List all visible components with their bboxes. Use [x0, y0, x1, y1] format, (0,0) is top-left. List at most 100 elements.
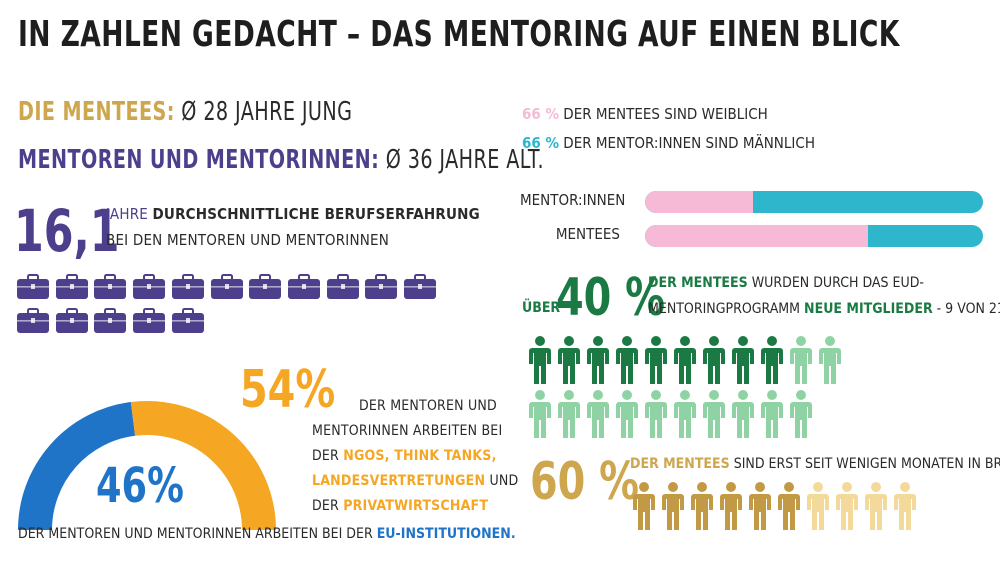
person-icon [691, 482, 713, 530]
gender-bar-mentors [645, 191, 983, 213]
sector-other-line-3a: DER [312, 448, 340, 464]
person-icon [790, 390, 812, 438]
sector-privatwirtschaft: PRIVATWIRTSCHAFT [343, 498, 489, 514]
new-members-pct: 40 % [556, 268, 666, 328]
briefcase-icon [171, 274, 204, 299]
person-icon [633, 482, 655, 530]
experience-desc: DURCHSCHNITTLICHE BERUFSERFAHRUNG [152, 205, 480, 223]
new-members-mentees: DER MENTEES [648, 275, 748, 291]
person-icon [674, 390, 696, 438]
sector-other-line-1: DER MENTOREN UND [359, 398, 497, 414]
mentors-age-label: MENTOREN UND MENTORINNEN: [18, 145, 380, 175]
new-members-prefix: ÜBER [522, 300, 561, 316]
brussels-people [633, 482, 916, 530]
person-icon [587, 390, 609, 438]
sector-eu-institutionen: EU-INSTITUTIONEN. [376, 526, 516, 542]
mentees-age-value: Ø 28 JAHRE JUNG [181, 97, 353, 127]
briefcase-icon [133, 308, 166, 333]
mentees-age-label: DIE MENTEES: [18, 97, 175, 127]
sector-other-line-3: DER NGOS, THINK TANKS, [312, 448, 497, 464]
person-icon [703, 336, 725, 384]
new-members-text-1: WURDEN DURCH DAS EUD- [751, 275, 924, 291]
experience-value: 16,1 [14, 197, 120, 265]
person-icon [703, 390, 725, 438]
new-members-line-1: DER MENTEES WURDEN DURCH DAS EUD- [648, 275, 924, 291]
person-icon [662, 482, 684, 530]
person-icon [836, 482, 858, 530]
person-icon [732, 336, 754, 384]
person-icon [616, 390, 638, 438]
briefcase-icon [210, 274, 243, 299]
sector-eu-line: DER MENTOREN UND MENTORINNEN ARBEITEN BE… [18, 526, 516, 542]
briefcase-icon [249, 274, 282, 299]
gender-stat-mentees: 66 % DER MENTEES SIND WEIBLICH [522, 105, 768, 123]
sector-ngos: NGOS, THINK TANKS, [343, 448, 497, 464]
person-icon [645, 336, 667, 384]
briefcase-icon [17, 308, 49, 333]
briefcase-icon [404, 274, 436, 299]
person-icon [732, 390, 754, 438]
gender-bar-label-mentors: MENTOR:INNEN [520, 191, 626, 209]
briefcase-icon [326, 274, 359, 299]
gender-bar-mentees-female [645, 225, 869, 247]
briefcase-icon [133, 274, 166, 299]
person-icon [645, 390, 667, 438]
person-icon [761, 336, 783, 384]
person-icon [865, 482, 887, 530]
gauge-other-segment [130, 401, 276, 531]
mentees-age-stat: DIE MENTEES: Ø 28 JAHRE JUNG [18, 97, 352, 127]
gender-mentees-text: DER MENTEES SIND WEIBLICH [563, 105, 768, 123]
person-icon [778, 482, 800, 530]
mentors-age-stat: MENTOREN UND MENTORINNEN: Ø 36 JAHRE ALT… [18, 145, 544, 175]
mentors-age-value: Ø 36 JAHRE ALT. [385, 145, 545, 175]
briefcase-icon [55, 274, 88, 299]
gender-mentors-pct: 66 % [522, 134, 559, 152]
sector-eu-pct: 46% [96, 458, 184, 514]
gauge-eu-segment [18, 402, 136, 531]
gender-mentees-pct: 66 % [522, 105, 559, 123]
experience-line-2: BEI DEN MENTOREN UND MENTORINNEN [106, 231, 390, 249]
experience-unit: JAHRE [106, 205, 148, 223]
person-icon [819, 336, 841, 384]
sector-other-line-4b: UND [489, 473, 519, 489]
sector-gauge [18, 401, 276, 531]
person-icon [720, 482, 742, 530]
sector-eu-text: DER MENTOREN UND MENTORINNEN ARBEITEN BE… [18, 526, 373, 542]
person-icon [529, 336, 551, 384]
person-icon [807, 482, 829, 530]
person-icon [761, 390, 783, 438]
brussels-mentees: DER MENTEES [630, 456, 730, 472]
person-icon [749, 482, 771, 530]
new-members-highlight: NEUE MITGLIEDER [804, 301, 933, 317]
sector-other-line-5a: DER [312, 498, 340, 514]
person-icon [894, 482, 916, 530]
gender-mentors-text: DER MENTOR:INNEN SIND MÄNNLICH [563, 134, 815, 152]
gender-bar-label-mentees: MENTEES [555, 225, 620, 243]
briefcase-icon [94, 308, 127, 333]
person-icon [558, 390, 580, 438]
sector-other-line-2: MENTORINNEN ARBEITEN BEI [312, 423, 503, 439]
new-members-people [529, 336, 841, 438]
person-icon [587, 336, 609, 384]
briefcase-icon [55, 308, 88, 333]
sector-other-line-5: DER PRIVATWIRTSCHAFT [312, 498, 488, 514]
person-icon [616, 336, 638, 384]
new-members-count: - 9 VON 21 [936, 301, 1000, 317]
brussels-pct: 60 % [530, 452, 640, 512]
gender-bar-mentees [645, 225, 983, 247]
briefcase-icon [171, 308, 204, 333]
sector-other-line-4: LANDESVERTRETUNGEN UND [312, 473, 518, 489]
person-icon [558, 336, 580, 384]
briefcase-icon [287, 274, 320, 299]
sector-other-pct: 54% [240, 360, 336, 420]
new-members-line-2: MENTORINGPROGRAMM NEUE MITGLIEDER - 9 VO… [648, 301, 1000, 317]
new-members-text-2: MENTORINGPROGRAMM [648, 301, 801, 317]
sector-landesvertretungen: LANDESVERTRETUNGEN [312, 473, 486, 489]
person-icon [790, 336, 812, 384]
brussels-text: SIND ERST SEIT WENIGEN MONATEN IN BRÜSSE… [733, 456, 1000, 472]
experience-line-1: JAHRE DURCHSCHNITTLICHE BERUFSERFAHRUNG [106, 205, 480, 223]
brussels-line: DER MENTEES SIND ERST SEIT WENIGEN MONAT… [630, 456, 1000, 472]
briefcase-icon [94, 274, 127, 299]
person-icon [529, 390, 551, 438]
briefcase-icon [17, 274, 49, 299]
